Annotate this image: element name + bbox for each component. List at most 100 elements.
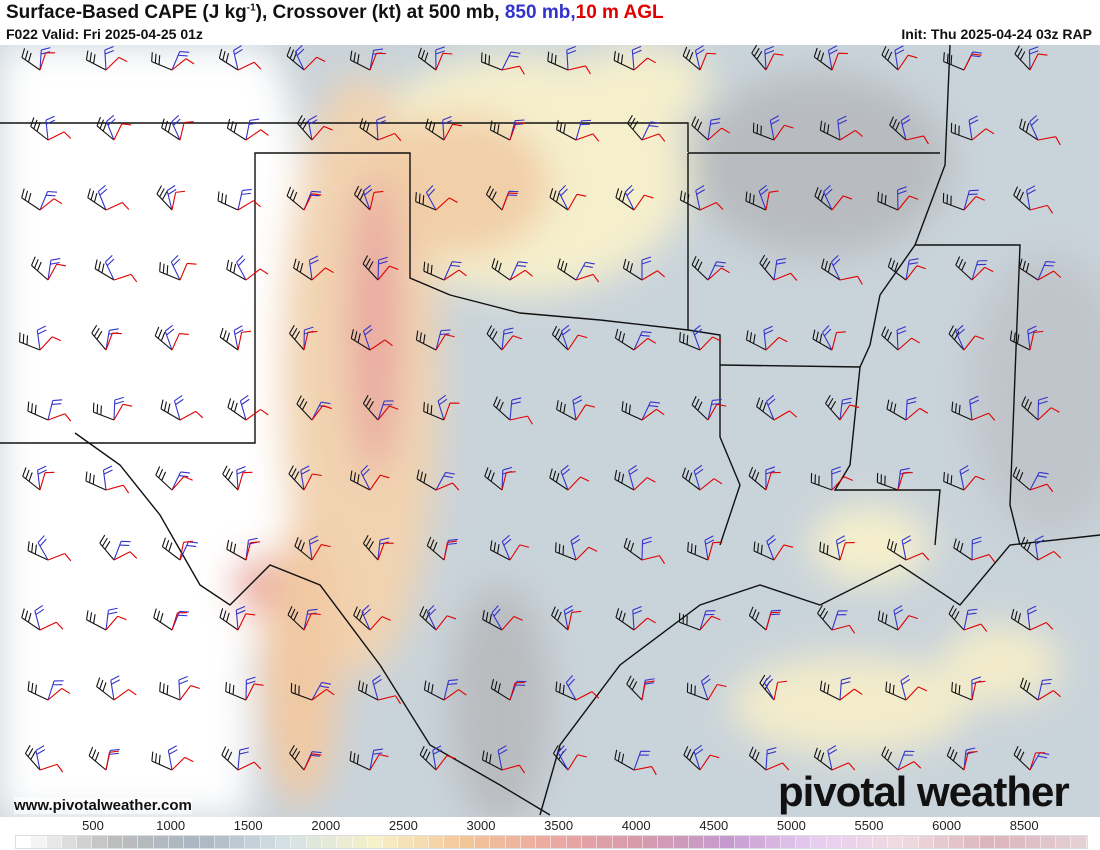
wind-barb (951, 681, 973, 701)
wind-barb (691, 395, 709, 421)
wind-barb (179, 262, 197, 281)
wind-barb (900, 115, 911, 141)
wind-barb (971, 128, 995, 141)
wind-barb (509, 122, 526, 141)
wind-barb (167, 745, 178, 771)
wind-barb (948, 605, 965, 631)
wind-barb (294, 537, 313, 561)
wind-barb (560, 464, 571, 491)
wind-barb (489, 120, 511, 141)
wind-barb (896, 326, 907, 351)
wind-barb (293, 258, 313, 281)
wind-barb (831, 762, 856, 771)
colorbar-cell (780, 836, 797, 848)
wind-barb (443, 261, 462, 281)
wind-barb (971, 260, 988, 281)
wind-barb (831, 624, 856, 634)
wind-barb (171, 471, 191, 491)
colorbar-cell (367, 836, 384, 848)
wind-barb (47, 687, 71, 701)
wind-barb (377, 405, 399, 421)
wind-barb (288, 465, 305, 491)
wind-barb (362, 535, 379, 561)
wind-barb (159, 681, 181, 701)
wind-barb (47, 680, 64, 701)
wind-barb (1037, 407, 1060, 421)
wind-barb (349, 751, 371, 771)
wind-barb (85, 50, 107, 71)
wind-barb (745, 330, 767, 351)
colorbar-tick-label: 4000 (621, 818, 651, 833)
wind-barb (160, 399, 181, 421)
wind-barb (245, 676, 256, 701)
wind-barb (376, 115, 386, 141)
wind-barb (679, 190, 701, 211)
wind-barb (245, 408, 269, 421)
wind-barb (1010, 608, 1031, 631)
wind-barb (416, 469, 437, 491)
wind-barb (311, 125, 333, 141)
wind-barb (1019, 677, 1039, 701)
wind-barb (631, 45, 642, 71)
wind-barb (237, 188, 252, 211)
wind-barb (1037, 261, 1056, 281)
colorbar-cell (413, 836, 430, 848)
wind-barb (151, 751, 173, 771)
wind-barb (357, 680, 379, 701)
wind-barb (773, 680, 788, 701)
wind-barb (171, 333, 189, 351)
wind-barb (831, 466, 841, 491)
wind-barb (171, 190, 186, 211)
wind-barb (237, 747, 250, 771)
wind-barb (955, 324, 965, 351)
wind-barb (556, 120, 577, 141)
wind-barb (481, 750, 503, 771)
wind-barb (217, 191, 239, 211)
wind-barb (419, 745, 437, 771)
wind-barb (614, 328, 635, 351)
colorbar-cell (214, 836, 231, 848)
colorbar-cell (566, 836, 582, 848)
wind-barb (707, 127, 731, 141)
wind-barb (47, 399, 63, 421)
wind-barb (831, 195, 853, 211)
colorbar-cell (796, 836, 812, 848)
wind-barb (707, 541, 723, 561)
wind-barb (819, 680, 841, 701)
colorbar-cell (168, 836, 185, 848)
wind-barb (173, 394, 184, 421)
wind-barb (963, 608, 978, 631)
wind-barb (501, 65, 525, 75)
colorbar-cell (337, 836, 353, 848)
colorbar-cell (995, 836, 1011, 848)
wind-barb (501, 192, 518, 211)
wind-barb (831, 476, 853, 491)
wind-barb (501, 471, 516, 491)
wind-barb (897, 761, 922, 771)
wind-barb (161, 537, 181, 561)
wind-barb (814, 187, 833, 211)
wind-barb (85, 471, 107, 491)
wind-barb (171, 476, 193, 491)
wind-barb (303, 613, 321, 631)
wind-barb (1027, 325, 1037, 351)
wind-barb (1029, 204, 1054, 214)
colorbar-cell (398, 836, 414, 848)
wind-barb (567, 65, 591, 75)
colorbar-cell (842, 836, 858, 848)
wind-barb (105, 615, 127, 631)
wind-barb (905, 407, 929, 421)
wind-barb (827, 45, 838, 71)
wind-barb (350, 329, 371, 351)
wind-barb (94, 259, 115, 281)
wind-barb (765, 611, 781, 631)
wind-barb (567, 476, 590, 491)
wind-barb (21, 608, 41, 631)
wind-barb (567, 334, 588, 351)
colorbar-cell (551, 836, 567, 848)
colorbar-tick-label: 3500 (544, 818, 574, 833)
wind-barb (748, 606, 767, 631)
wind-barb (951, 401, 973, 421)
wind-barb (575, 273, 600, 283)
wind-barb (682, 46, 701, 71)
